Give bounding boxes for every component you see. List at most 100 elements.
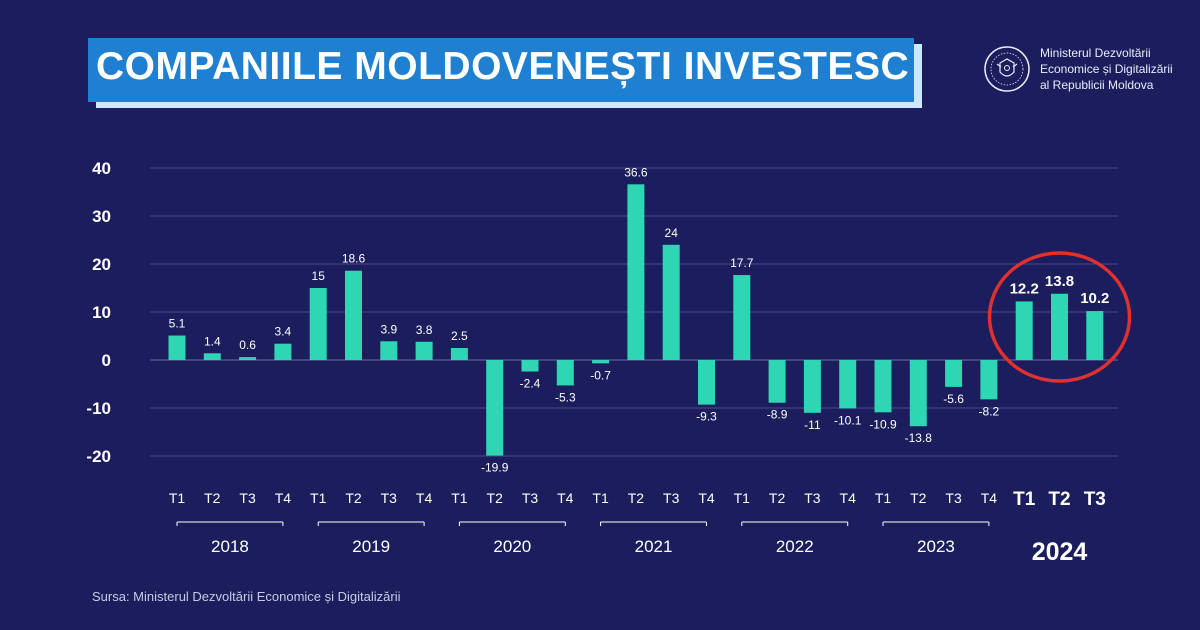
year-label: 2019 [352, 537, 390, 556]
bar [1051, 293, 1068, 360]
data-label: -10.1 [834, 413, 862, 427]
bar [839, 360, 857, 409]
y-tick-label: 10 [92, 303, 111, 322]
bar [698, 360, 715, 405]
y-tick-label: -20 [86, 447, 111, 466]
bar [274, 343, 292, 360]
data-label: 1.4 [204, 334, 221, 348]
x-tick-label: T1 [169, 490, 186, 506]
data-label: -11 [804, 418, 821, 432]
bar [168, 335, 186, 360]
y-tick-label: 40 [92, 159, 111, 178]
year-label-highlighted: 2024 [1032, 538, 1088, 566]
data-label: 3.9 [380, 322, 397, 336]
bar [592, 360, 610, 364]
ministry-logo: Ministerul Dezvoltării Economice și Digi… [982, 44, 1192, 104]
x-tick-label: T1 [592, 490, 609, 506]
data-label: 0.6 [239, 338, 256, 352]
bar [1086, 311, 1104, 360]
x-tick-label: T3 [239, 490, 256, 506]
data-label: 17.7 [730, 256, 754, 270]
year-label: 2020 [493, 537, 531, 556]
title-banner: COMPANIILE MOLDOVENEȘTI INVESTESC [88, 38, 914, 102]
year-bracket [317, 521, 425, 526]
year-bracket [882, 521, 990, 526]
moldova-coat-of-arms-icon [984, 46, 1030, 92]
data-label: -5.3 [555, 390, 576, 404]
data-label: -19.9 [481, 461, 509, 475]
x-tick-label: T3 [945, 490, 962, 506]
bar [203, 353, 221, 360]
ministry-name-line3: al Republicii Moldova [1040, 78, 1154, 92]
bar [874, 360, 892, 413]
x-tick-label: T2 [204, 490, 221, 506]
year-bracket [458, 521, 566, 526]
x-tick-label: T4 [698, 490, 715, 506]
bar [309, 288, 327, 360]
x-tick-label: T3 [804, 490, 821, 506]
bar [980, 360, 998, 400]
ministry-name-line2: Economice și Digitalizării [1040, 62, 1173, 76]
x-tick-label: T4 [416, 490, 433, 506]
x-tick-label: T4 [840, 490, 857, 506]
bar [627, 184, 645, 360]
x-tick-label: T1 [451, 490, 468, 506]
data-label: 10.2 [1080, 290, 1109, 307]
data-label: 3.4 [275, 325, 292, 339]
bar [909, 360, 927, 427]
y-tick-label: 30 [92, 207, 111, 226]
year-label: 2023 [917, 537, 955, 556]
x-tick-label: T2 [487, 490, 504, 506]
x-tick-label: T4 [557, 490, 574, 506]
x-tick-label: T1 [875, 490, 892, 506]
highlight-circle [987, 251, 1132, 383]
x-tick-label: T3 [522, 490, 539, 506]
x-tick-label: T1 [734, 490, 751, 506]
bar [733, 275, 751, 360]
bar [380, 341, 398, 360]
data-label: -5.6 [943, 392, 964, 406]
bar [1015, 301, 1033, 360]
x-tick-label: T2 [1048, 489, 1070, 510]
data-label: -10.9 [869, 417, 897, 431]
year-bracket [600, 521, 707, 526]
x-tick-label: T2 [769, 490, 786, 506]
x-tick-label: T4 [275, 490, 292, 506]
x-tick-label: T3 [663, 490, 680, 506]
data-label: -2.4 [520, 377, 541, 391]
bar [239, 357, 257, 360]
y-tick-label: 0 [102, 351, 111, 370]
y-tick-label: 20 [92, 255, 111, 274]
year-label: 2021 [635, 537, 673, 556]
bar [803, 360, 821, 413]
x-tick-label: T3 [381, 490, 398, 506]
data-label: 12.2 [1010, 280, 1039, 297]
year-label: 2018 [211, 537, 249, 556]
data-label: 2.5 [451, 329, 468, 343]
x-tick-label: T4 [981, 490, 998, 506]
x-tick-label: T2 [345, 490, 362, 506]
year-label: 2022 [776, 537, 814, 556]
data-label: 3.8 [416, 323, 433, 337]
x-tick-label: T1 [310, 490, 327, 506]
bar [945, 360, 963, 387]
bar [345, 270, 362, 360]
x-tick-label: T1 [1013, 489, 1036, 510]
x-tick-label: T3 [1084, 489, 1106, 510]
bar [415, 341, 433, 360]
data-label: -8.9 [767, 408, 788, 422]
bar [556, 360, 574, 386]
bar [662, 244, 680, 360]
x-tick-label: T2 [628, 490, 645, 506]
year-bracket [176, 521, 284, 526]
data-label: -0.7 [590, 368, 611, 382]
data-label: -9.3 [696, 410, 717, 424]
data-label: 18.6 [342, 252, 366, 266]
ministry-name-line1: Ministerul Dezvoltării [1040, 46, 1151, 60]
year-bracket [741, 521, 849, 526]
bar [486, 360, 504, 456]
bar [521, 360, 539, 372]
x-tick-label: T2 [910, 490, 927, 506]
data-label: 36.6 [624, 165, 648, 179]
